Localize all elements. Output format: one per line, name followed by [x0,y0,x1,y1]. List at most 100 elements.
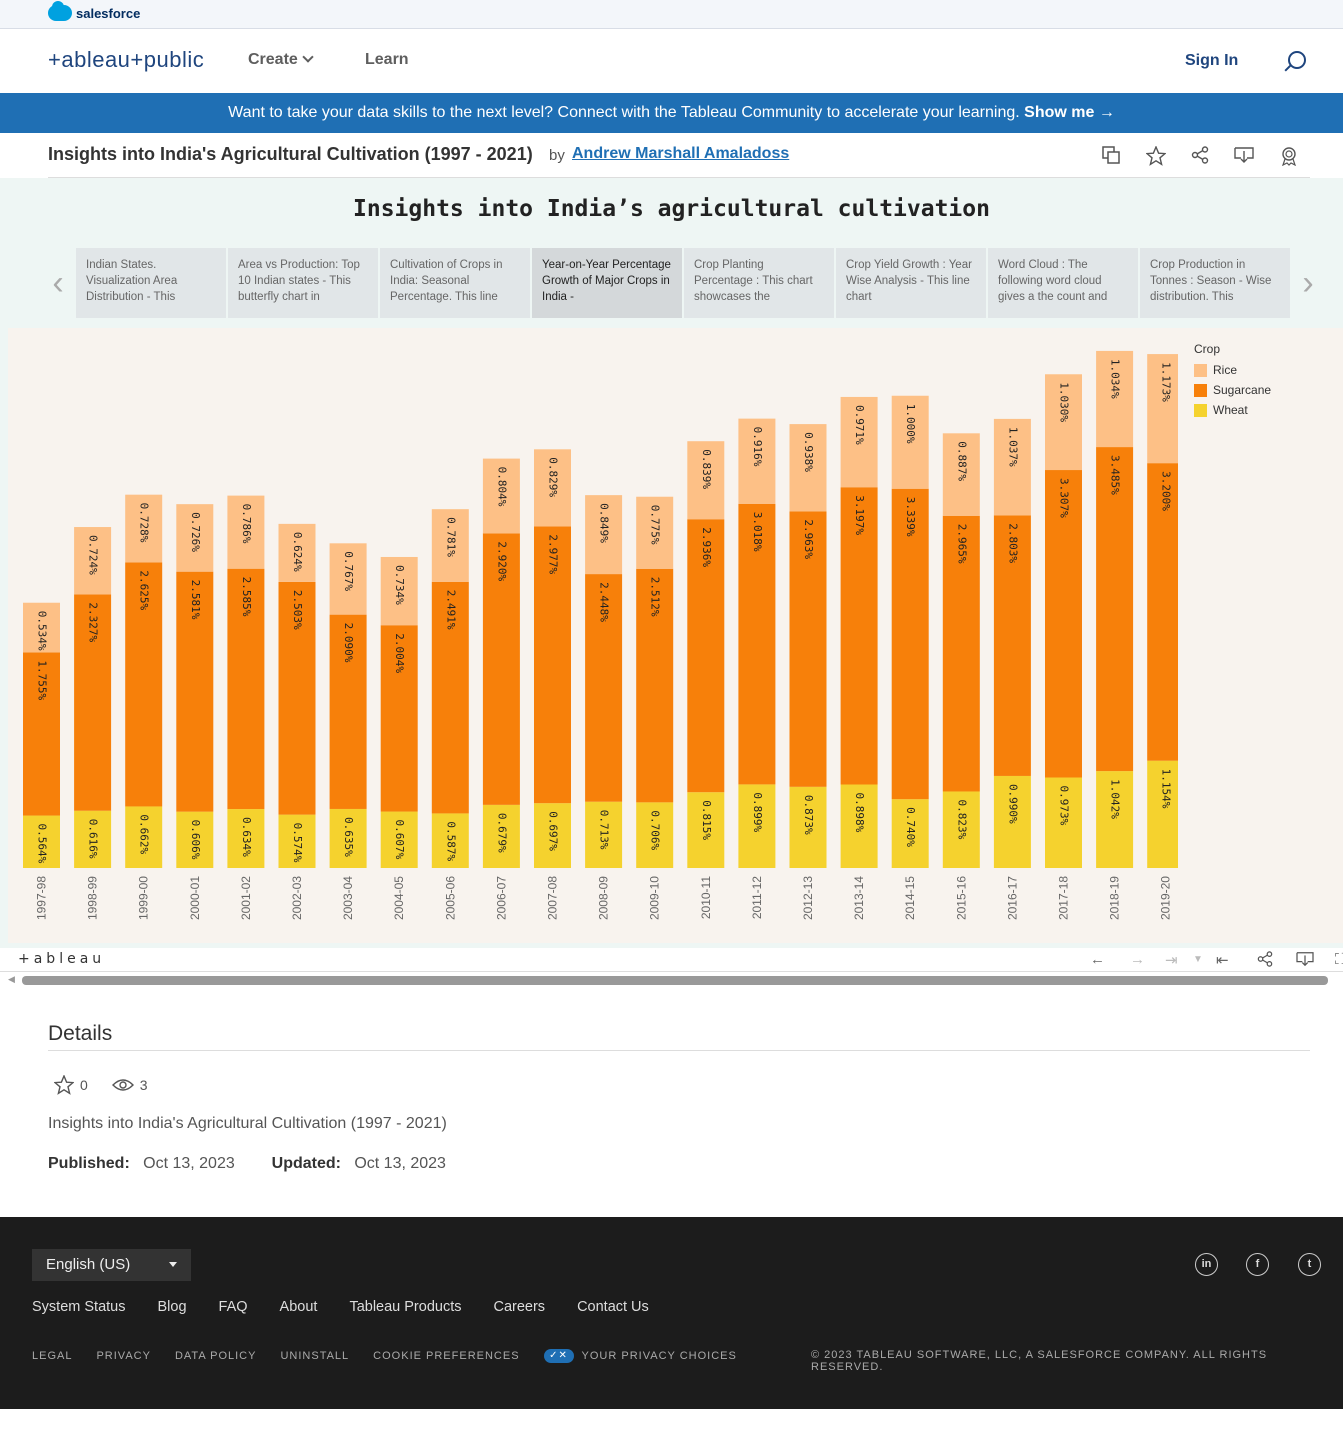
bar-sugarcane-2013-14[interactable] [840,487,878,785]
bar-wheat-2018-19[interactable] [1096,771,1134,868]
bar-rice-1997-98[interactable] [23,602,60,653]
bar-wheat-2009-10[interactable] [636,802,674,868]
bar-sugarcane-2015-16[interactable] [942,515,980,792]
bar-sugarcane-2011-12[interactable] [738,503,776,785]
bar-wheat-2007-08[interactable] [534,803,571,868]
bar-sugarcane-2006-07[interactable] [482,533,520,805]
bar-wheat-2005-06[interactable] [431,813,469,868]
tableau-logo[interactable]: +ableau [18,951,106,967]
privacy-link[interactable]: PRIVACY [96,1350,151,1362]
footer-link-blog[interactable]: Blog [157,1299,187,1315]
favorites-star-icon[interactable] [54,1075,74,1095]
bar-rice-2014-15[interactable] [891,395,929,489]
bar-rice-2015-16[interactable] [942,433,980,516]
show-me-link[interactable]: Show me → [1024,104,1115,121]
bar-rice-2016-17[interactable] [993,418,1031,516]
viz-share-icon[interactable] [1257,951,1273,971]
legend-item-wheat[interactable]: Wheat [1194,400,1271,420]
linkedin-icon[interactable]: in [1195,1253,1218,1276]
cookie-preferences-link[interactable]: COOKIE PREFERENCES [373,1350,520,1362]
story-point-1[interactable]: Indian States. Visualization Area Distri… [76,248,226,318]
bar-wheat-1999-00[interactable] [125,806,163,868]
bar-sugarcane-2005-06[interactable] [431,581,469,814]
bar-wheat-1997-98[interactable] [23,815,60,868]
bar-wheat-1998-99[interactable] [74,810,112,868]
footer-link-system-status[interactable]: System Status [32,1299,126,1315]
bar-wheat-2013-14[interactable] [840,784,878,868]
fullscreen-icon[interactable]: ⛶ [1335,951,1343,968]
bar-wheat-2010-11[interactable] [687,792,725,868]
bar-rice-2008-09[interactable] [585,495,623,575]
bar-wheat-2012-13[interactable] [789,786,827,868]
bar-rice-2003-04[interactable] [329,543,367,615]
chevron-down-icon[interactable]: ▼ [1193,954,1203,965]
bar-rice-2007-08[interactable] [534,449,571,527]
bar-rice-2013-14[interactable] [840,396,878,488]
bar-sugarcane-2003-04[interactable] [329,614,367,809]
story-point-5[interactable]: Crop Planting Percentage : This chart sh… [684,248,834,318]
revert-icon[interactable]: ⇥ [1165,952,1178,969]
bar-sugarcane-2000-01[interactable] [176,571,214,812]
story-point-8[interactable]: Crop Production in Tonnes : Season - Wis… [1140,248,1290,318]
bar-wheat-2016-17[interactable] [993,775,1031,868]
story-point-3[interactable]: Cultivation of Crops in India: Seasonal … [380,248,530,318]
language-select[interactable]: English (US) [32,1249,191,1281]
story-prev-arrow[interactable]: ‹ [52,264,64,302]
bar-wheat-2015-16[interactable] [942,791,980,868]
sign-in-link[interactable]: Sign In [1185,52,1239,69]
undo-icon[interactable]: ← [1090,951,1105,968]
author-link[interactable]: Andrew Marshall Amaladoss [572,145,790,162]
bar-rice-2009-10[interactable] [636,496,674,569]
bar-sugarcane-2008-09[interactable] [585,574,623,802]
bar-sugarcane-2016-17[interactable] [993,515,1031,776]
bar-wheat-2003-04[interactable] [329,808,367,868]
duplicate-icon[interactable] [1102,146,1120,164]
footer-link-about[interactable]: About [279,1299,318,1315]
share-icon[interactable] [1191,146,1209,164]
bar-sugarcane-1997-98[interactable] [23,652,60,816]
story-point-7[interactable]: Word Cloud : The following word cloud gi… [988,248,1138,318]
bar-wheat-2000-01[interactable] [176,811,214,868]
redo-icon[interactable]: → [1130,951,1145,968]
badge-icon[interactable] [1279,146,1297,167]
legend-item-sugarcane[interactable]: Sugarcane [1194,380,1271,400]
bar-sugarcane-2010-11[interactable] [687,519,725,793]
bar-rice-2002-03[interactable] [278,523,316,582]
nav-learn[interactable]: Learn [365,51,409,68]
bar-rice-1999-00[interactable] [125,494,163,563]
footer-link-careers[interactable]: Careers [493,1299,546,1315]
bar-wheat-2004-05[interactable] [380,811,418,868]
bar-rice-2017-18[interactable] [1045,374,1082,471]
bar-rice-1998-99[interactable] [74,527,112,595]
twitter-icon[interactable]: t [1298,1253,1321,1276]
bar-sugarcane-2007-08[interactable] [534,526,571,804]
salesforce-logo[interactable]: salesforce [48,1,140,21]
reset-icon[interactable]: ⇤ [1216,952,1229,969]
bar-sugarcane-2002-03[interactable] [278,581,316,815]
tableau-public-logo[interactable]: +ableau+public [48,47,205,72]
bar-rice-2001-02[interactable] [227,495,265,569]
bar-wheat-2008-09[interactable] [585,801,623,868]
bar-wheat-2002-03[interactable] [278,814,316,868]
story-next-arrow[interactable]: › [1302,264,1314,302]
facebook-icon[interactable]: f [1246,1253,1269,1276]
bar-wheat-2011-12[interactable] [738,784,776,868]
privacy-choices-link[interactable]: ✓✕ YOUR PRIVACY CHOICES [543,1349,737,1363]
story-point-2[interactable]: Area vs Production: Top 10 Indian states… [228,248,378,318]
legal-link[interactable]: LEGAL [32,1350,73,1362]
viz-download-icon[interactable] [1296,951,1314,971]
star-icon[interactable] [1145,145,1167,166]
bar-sugarcane-2009-10[interactable] [636,568,674,803]
story-point-4[interactable]: Year-on-Year Percentage Growth of Major … [532,248,682,318]
bar-rice-2005-06[interactable] [431,509,469,582]
story-point-6[interactable]: Crop Yield Growth : Year Wise Analysis -… [836,248,986,318]
bar-wheat-2017-18[interactable] [1045,777,1082,868]
bar-rice-2006-07[interactable] [482,458,520,534]
uninstall-link[interactable]: UNINSTALL [280,1350,350,1362]
nav-create[interactable]: Create [248,51,314,69]
footer-link-faq[interactable]: FAQ [218,1299,248,1315]
scroll-left-arrow[interactable]: ◀ [8,974,15,984]
bar-rice-2004-05[interactable] [380,556,418,626]
bar-rice-2011-12[interactable] [738,418,776,504]
bar-sugarcane-1999-00[interactable] [125,562,163,807]
